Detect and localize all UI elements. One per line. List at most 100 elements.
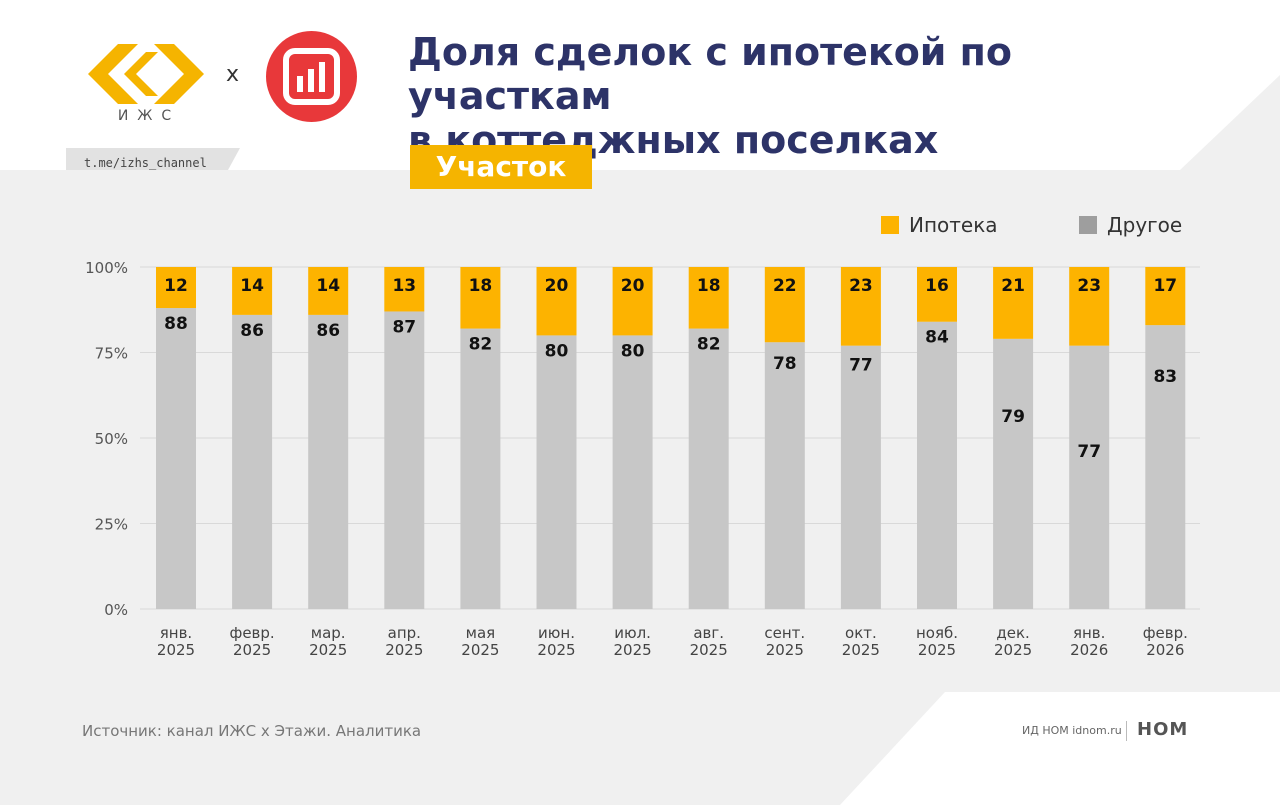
x-tick-label-year: 2025 (233, 641, 271, 659)
x-tick-label-month: янв. (160, 624, 192, 642)
x-tick-label-month: февр. (230, 624, 275, 642)
bar-other (308, 314, 349, 609)
channel-link[interactable]: t.me/izhs_channel (84, 156, 207, 170)
x-tick-label-month: июн. (538, 624, 575, 642)
y-tick-label: 50% (95, 430, 128, 448)
bar-mortgage (232, 267, 273, 315)
bar-other (1145, 325, 1186, 609)
x-tick-label-month: янв. (1073, 624, 1105, 642)
bar-other (1069, 345, 1110, 609)
x-tick-label-year: 2025 (309, 641, 347, 659)
data-label-other: 80 (621, 341, 645, 361)
x-tick-label-month: мая (466, 624, 496, 642)
x-tick-label-year: 2025 (842, 641, 880, 659)
x-tick-label-month: дек. (996, 624, 1029, 642)
x-tick-label-year: 2025 (994, 641, 1032, 659)
data-label-other: 83 (1153, 367, 1177, 387)
page-title: Доля сделок с ипотекой по участкам в кот… (408, 30, 1228, 162)
x-tick-label-year: 2025 (537, 641, 575, 659)
etazhi-logo (266, 31, 357, 122)
bar-other (840, 345, 881, 609)
data-label-other: 77 (1077, 442, 1101, 462)
x-tick-label-month: сент. (764, 624, 805, 642)
title-line-1: Доля сделок с ипотекой по участкам (408, 30, 1013, 118)
legend-swatch-mortgage (881, 216, 899, 234)
bar-other (688, 328, 729, 609)
bar-other (460, 328, 501, 609)
bar-other (156, 308, 196, 609)
data-label-mortgage: 14 (240, 276, 264, 296)
data-label-other: 88 (164, 314, 188, 334)
data-label-mortgage: 21 (1001, 276, 1025, 296)
data-label-mortgage: 17 (1153, 276, 1177, 296)
data-label-other: 82 (697, 335, 721, 355)
legend-label-mortgage: Ипотека (909, 213, 998, 237)
bar-mortgage (1145, 267, 1186, 326)
bar-other (993, 338, 1034, 609)
bar-mortgage (612, 267, 653, 336)
x-tick-label-year: 2026 (1070, 641, 1108, 659)
data-label-other: 77 (849, 356, 873, 376)
x-tick-label-year: 2026 (1146, 641, 1184, 659)
izhs-logo-mark (88, 44, 204, 104)
x-tick-label-year: 2025 (690, 641, 728, 659)
y-tick-label: 0% (104, 601, 128, 619)
x-tick-label-year: 2025 (918, 641, 956, 659)
data-label-mortgage: 13 (392, 276, 416, 296)
x-tick-label-year: 2025 (461, 641, 499, 659)
data-label-other: 86 (316, 321, 340, 341)
izhs-logo-text: ИЖС (117, 108, 181, 124)
x-tick-label-year: 2025 (157, 641, 195, 659)
nom-logo: НОМ (1137, 719, 1189, 740)
data-label-other: 86 (240, 321, 264, 341)
y-tick-label: 75% (95, 345, 128, 363)
category-tag: Участок (410, 145, 592, 189)
bar-mortgage (384, 267, 425, 312)
bar-other (764, 342, 805, 609)
x-tick-label-year: 2025 (385, 641, 423, 659)
x-tick-label-month: мар. (311, 624, 346, 642)
bar-mortgage (460, 267, 501, 329)
data-label-mortgage: 23 (849, 276, 873, 296)
source-note: Источник: канал ИЖС x Этажи. Аналитика (82, 722, 422, 740)
data-label-mortgage: 18 (697, 276, 721, 296)
y-tick-label: 25% (95, 516, 128, 534)
data-label-mortgage: 16 (925, 276, 949, 296)
bar-other (384, 311, 425, 609)
bar-other (536, 335, 577, 609)
bar-mortgage (308, 267, 349, 315)
izhs-logo: ИЖС (84, 40, 208, 130)
bar-mortgage (1069, 267, 1110, 346)
data-label-other: 80 (545, 341, 569, 361)
legend-item-mortgage: Ипотека (881, 213, 998, 237)
data-label-other: 82 (469, 335, 493, 355)
x-tick-label-month: окт. (845, 624, 877, 642)
x-tick-label-year: 2025 (614, 641, 652, 659)
x-tick-label-month: июл. (614, 624, 651, 642)
data-label-mortgage: 14 (316, 276, 340, 296)
data-label-mortgage: 22 (773, 276, 797, 296)
data-label-mortgage: 12 (164, 276, 188, 296)
data-label-other: 84 (925, 328, 949, 348)
data-label-mortgage: 18 (469, 276, 493, 296)
footer-accent-shape (840, 692, 1280, 805)
x-tick-label-month: авг. (693, 624, 724, 642)
bar-mortgage (840, 267, 881, 346)
bar-other (917, 321, 957, 609)
bar-mortgage (764, 267, 805, 343)
data-label-other: 79 (1001, 407, 1025, 427)
y-tick-label: 100% (85, 259, 128, 277)
data-label-mortgage: 20 (545, 276, 569, 296)
bar-mortgage (536, 267, 577, 336)
bar-mortgage (688, 267, 729, 329)
legend-item-other: Другое (1079, 213, 1182, 237)
legend-label-other: Другое (1107, 213, 1183, 237)
data-label-mortgage: 23 (1077, 276, 1101, 296)
legend-swatch-other (1079, 216, 1097, 234)
bar-other (612, 335, 653, 609)
bar-mortgage (917, 267, 957, 322)
data-label-other: 78 (773, 354, 797, 374)
x-tick-label-month: февр. (1143, 624, 1188, 642)
bar-other (232, 314, 273, 609)
